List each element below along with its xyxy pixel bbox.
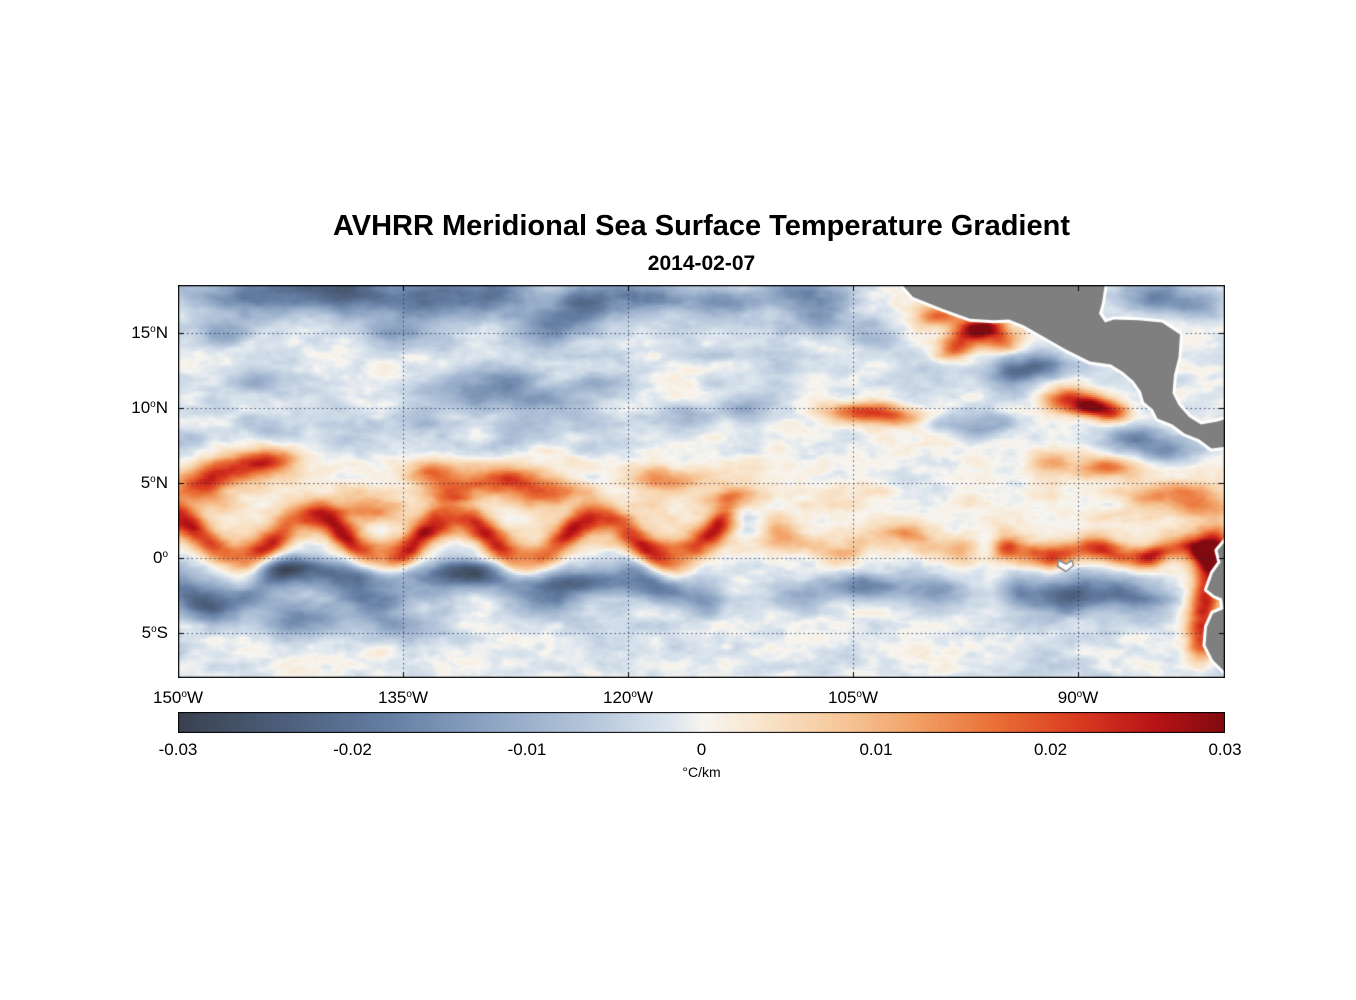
y-tick-label: 15oN bbox=[131, 323, 168, 342]
colorbar-tick-label: -0.01 bbox=[507, 740, 547, 759]
chart-subtitle: 2014-02-07 bbox=[647, 252, 756, 275]
y-tick-label: 0o bbox=[152, 548, 168, 567]
colorbar-tick-label: 0.02 bbox=[1033, 740, 1068, 759]
y-tick-label: 5oS bbox=[141, 623, 168, 642]
colorbar bbox=[178, 712, 1225, 733]
chart-title: AVHRR Meridional Sea Surface Temperature… bbox=[332, 210, 1070, 242]
x-tick-label: 150oW bbox=[153, 688, 203, 707]
colorbar-tick-label: 0.03 bbox=[1208, 740, 1242, 759]
colorbar-tick-label: -0.02 bbox=[333, 740, 372, 759]
x-tick-label: 105oW bbox=[828, 688, 878, 707]
colorbar-tick-label: 0 bbox=[696, 740, 707, 759]
colorbar-tick-label: 0.01 bbox=[859, 740, 893, 759]
x-tick-label: 135oW bbox=[378, 688, 428, 707]
y-tick-label: 5oN bbox=[140, 473, 168, 492]
colorbar-tick-label: -0.03 bbox=[158, 740, 198, 759]
y-tick-label: 10oN bbox=[131, 398, 168, 417]
heatmap-canvas bbox=[178, 285, 1225, 678]
x-tick-label: 90oW bbox=[1057, 688, 1099, 707]
colorbar-unit-label: °C/km bbox=[682, 764, 721, 780]
x-tick-label: 120oW bbox=[603, 688, 653, 707]
